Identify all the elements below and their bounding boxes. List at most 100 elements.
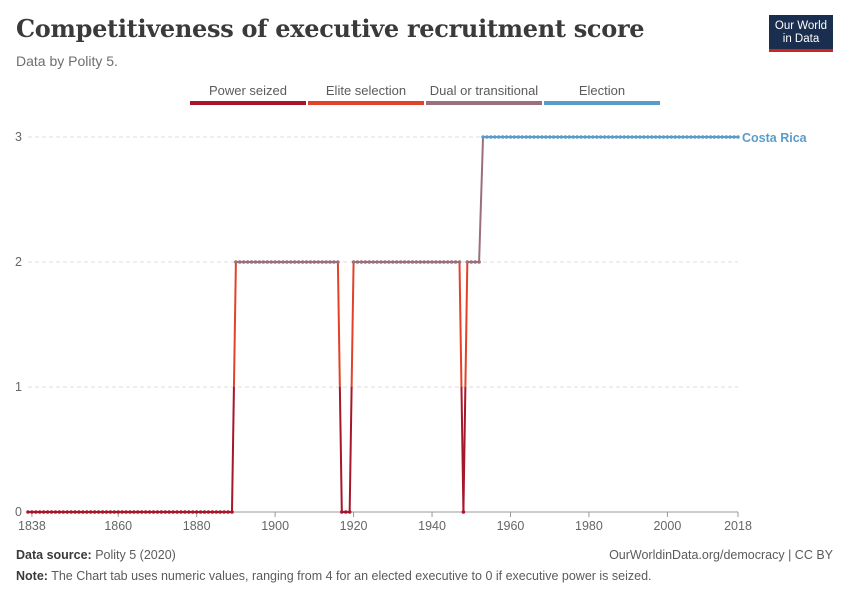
legend-label[interactable]: Election	[579, 83, 625, 98]
data-point	[708, 135, 713, 139]
source-value[interactable]: Polity 5 (2020)	[95, 548, 176, 562]
data-point	[37, 510, 42, 514]
data-point	[202, 510, 207, 514]
data-point	[645, 135, 650, 139]
data-point	[559, 135, 564, 139]
x-tick-label: 1880	[183, 519, 211, 533]
series-line	[348, 386, 353, 513]
data-point	[696, 135, 701, 139]
data-point	[351, 260, 356, 264]
data-point	[512, 135, 517, 139]
data-point	[528, 135, 532, 139]
legend-label[interactable]: Elite selection	[326, 83, 406, 98]
data-point	[230, 510, 234, 514]
data-point	[728, 135, 732, 139]
data-point	[508, 135, 513, 139]
data-point	[222, 510, 226, 514]
owid-logo[interactable]: Our World in Data	[769, 15, 833, 52]
data-source: Data source: Polity 5 (2020)	[16, 548, 176, 562]
data-point	[88, 510, 93, 514]
chart-note: Note: The Chart tab uses numeric values,…	[16, 569, 652, 583]
data-point	[524, 135, 528, 139]
data-point	[336, 260, 340, 264]
data-point	[453, 260, 458, 264]
legend-label[interactable]: Dual or transitional	[430, 83, 538, 98]
data-point	[151, 510, 156, 514]
data-point	[720, 135, 725, 139]
legend-swatch	[544, 101, 660, 105]
series-line	[230, 386, 235, 513]
data-point	[147, 510, 152, 514]
data-point	[187, 510, 191, 514]
x-tick-label: 1980	[575, 519, 603, 533]
data-point	[496, 135, 501, 139]
data-point	[112, 510, 117, 514]
data-point	[642, 135, 646, 139]
data-point	[477, 260, 481, 264]
data-point	[681, 135, 685, 139]
x-tick-label: 1860	[104, 519, 132, 533]
data-point	[602, 135, 607, 139]
data-point	[485, 135, 489, 139]
chart-area: Power seized Elite selection Dual or trans…	[15, 83, 808, 533]
note-label: Note:	[16, 569, 48, 583]
note-value: The Chart tab uses numeric values, rangi…	[51, 569, 652, 583]
data-point	[167, 510, 172, 514]
legend-swatch	[426, 101, 542, 105]
data-point	[614, 135, 619, 139]
data-point	[289, 260, 293, 264]
x-tick-label: 1940	[418, 519, 446, 533]
data-point	[308, 260, 313, 264]
data-point	[269, 260, 274, 264]
data-point	[410, 260, 415, 264]
x-tick-label: 1920	[340, 519, 368, 533]
data-point	[285, 260, 289, 264]
data-point	[332, 260, 336, 264]
data-point	[143, 510, 148, 514]
data-point	[328, 260, 332, 264]
data-point	[210, 510, 215, 514]
data-point	[296, 260, 301, 264]
data-point	[136, 510, 140, 514]
data-point	[622, 135, 627, 139]
source-label: Data source:	[16, 548, 92, 562]
data-point	[449, 260, 454, 264]
data-point	[324, 260, 328, 264]
data-point	[30, 510, 34, 514]
data-point	[575, 135, 579, 139]
data-point	[673, 135, 678, 139]
data-point	[606, 135, 611, 139]
data-point	[292, 260, 297, 264]
data-point	[206, 510, 211, 514]
legend-label[interactable]: Power seized	[209, 83, 287, 98]
data-point	[665, 135, 670, 139]
source-url[interactable]: OurWorldinData.org/democracy | CC BY	[609, 548, 833, 562]
data-point	[34, 510, 38, 514]
data-point	[57, 510, 62, 514]
data-point	[218, 510, 223, 514]
data-point	[473, 260, 477, 264]
data-point	[128, 510, 132, 514]
data-point	[457, 260, 462, 264]
data-point	[438, 260, 442, 264]
data-point	[469, 260, 474, 264]
data-point	[414, 260, 419, 264]
y-tick-label: 2	[15, 255, 22, 269]
series-points	[26, 135, 740, 514]
chart-subtitle: Data by Polity 5.	[16, 53, 118, 69]
series-line	[458, 261, 463, 388]
data-point	[724, 135, 729, 139]
data-point	[583, 135, 587, 139]
series-labels: Costa Rica	[742, 131, 808, 145]
data-point	[500, 135, 505, 139]
data-point	[492, 135, 497, 139]
data-point	[540, 135, 544, 139]
data-point	[363, 260, 368, 264]
data-point	[704, 135, 709, 139]
data-point	[85, 510, 89, 514]
data-point	[171, 510, 175, 514]
data-point	[543, 135, 548, 139]
data-point	[183, 510, 187, 514]
series-line	[338, 386, 343, 513]
data-point	[300, 260, 305, 264]
